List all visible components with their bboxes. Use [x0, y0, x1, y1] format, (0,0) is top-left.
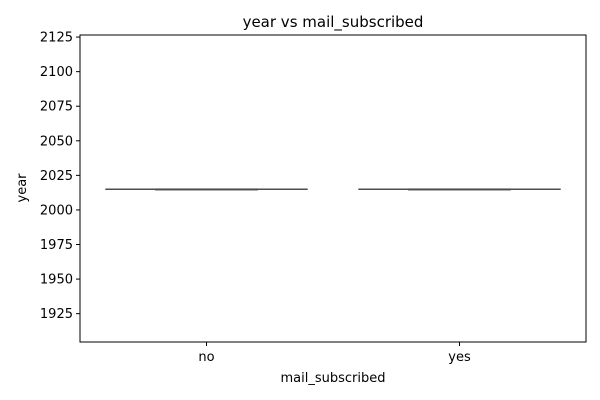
y-tick-label: 1975 — [40, 238, 73, 253]
x-axis-label: mail_subscribed — [281, 371, 386, 386]
y-tick-label: 2100 — [40, 65, 73, 80]
y-tick-label: 1925 — [40, 307, 73, 322]
box-series — [105, 188, 561, 191]
box-yes — [358, 188, 561, 191]
y-tick-label: 2125 — [40, 31, 73, 46]
y-axis-ticks: 1925 1950 1975 2000 2025 2050 2075 2100 2125 — [40, 31, 80, 322]
y-tick-label: 2075 — [40, 100, 73, 115]
x-tick-label: no — [198, 350, 214, 365]
y-tick-label: 1950 — [40, 273, 73, 288]
x-tick-label: yes — [448, 350, 471, 365]
x-axis-ticks: no yes — [198, 342, 471, 365]
y-tick-label: 2000 — [40, 203, 73, 218]
y-axis-label: year — [15, 173, 30, 203]
plot-frame — [79, 34, 587, 343]
y-tick-label: 2050 — [40, 134, 73, 149]
chart-title: year vs mail_subscribed — [243, 13, 424, 32]
y-tick-label: 2025 — [40, 169, 73, 184]
box-no — [105, 188, 308, 191]
